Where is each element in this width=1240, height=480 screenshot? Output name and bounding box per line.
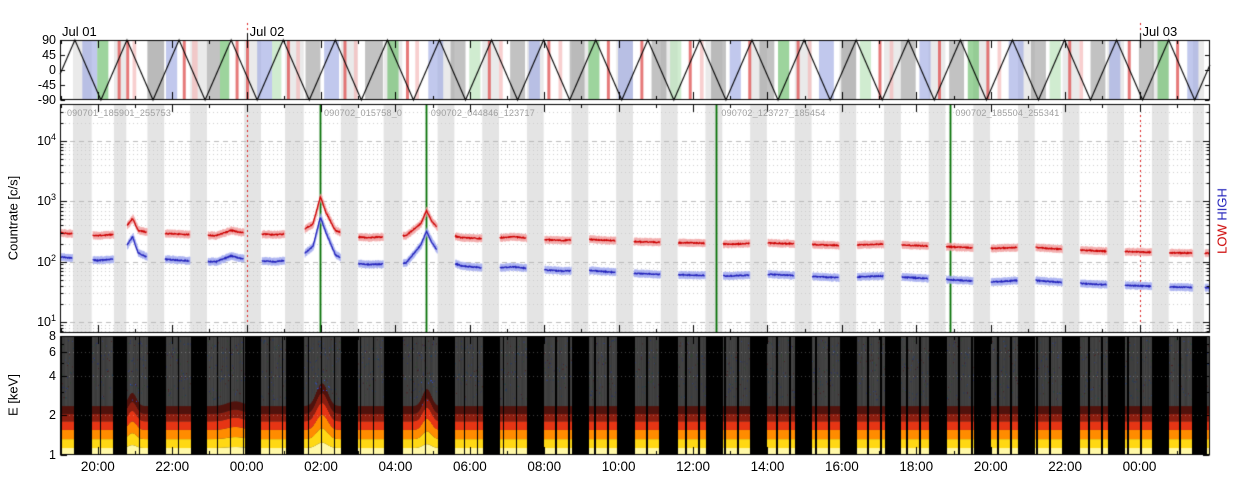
energy-tick-label: 4	[49, 368, 56, 383]
countrate-axis-title: Countrate [c/s]	[5, 175, 21, 261]
x-tick-label: 12:00	[676, 459, 710, 474]
series-legend: LOW HIGH	[1215, 188, 1230, 254]
segment-interval-label: 090702_123727_185454	[721, 108, 826, 118]
angle-tick-label: 90	[42, 33, 56, 47]
x-tick-label: 20:00	[80, 459, 115, 474]
date-label: Jul 01	[62, 24, 97, 39]
x-tick-label: 18:00	[899, 459, 934, 474]
x-tick-label: 04:00	[378, 459, 413, 474]
countrate-tick-label: 104	[37, 131, 56, 148]
countrate-tick-label: 102	[37, 252, 56, 269]
x-tick-label: 08:00	[527, 459, 562, 474]
date-label: Jul 02	[249, 24, 285, 39]
energy-axis-title: E [keV]	[5, 374, 21, 416]
x-tick-label: 00:00	[1122, 459, 1157, 474]
segment-interval-label: 090701_185901_255753	[66, 108, 172, 118]
date-label: Jul 03	[1142, 24, 1178, 39]
segment-interval-label: 090702_044846_123717	[430, 108, 535, 118]
angle-tick-label: -90	[37, 93, 56, 107]
x-tick-label: 16:00	[825, 459, 859, 474]
x-tick-label: 06:00	[452, 459, 487, 474]
angle-tick-label: 45	[42, 48, 56, 62]
x-tick-label: 20:00	[973, 459, 1008, 474]
low-label: LOW	[1214, 224, 1230, 254]
segment-interval-label: 090702_015758_0	[324, 108, 403, 118]
energy-tick-label: 2	[49, 408, 56, 423]
x-tick-label: 14:00	[750, 459, 785, 474]
x-tick-label: 22:00	[1048, 459, 1083, 474]
x-tick-label: 00:00	[229, 459, 264, 474]
x-tick-label: 22:00	[155, 459, 190, 474]
countrate-tick-label: 101	[37, 313, 56, 330]
angle-tick-label: 0	[49, 63, 56, 77]
x-tick-label: 10:00	[601, 459, 636, 474]
energy-tick-label: 6	[49, 345, 56, 360]
angle-tick-label: -45	[37, 78, 56, 92]
energy-tick-label: 8	[49, 329, 56, 343]
countrate-tick-label: 103	[37, 192, 56, 209]
energy-tick-label: 1	[49, 448, 56, 462]
high-label: HIGH	[1214, 188, 1230, 221]
x-tick-label: 02:00	[304, 459, 338, 474]
segment-interval-label: 090702_185504_255341	[955, 108, 1060, 118]
